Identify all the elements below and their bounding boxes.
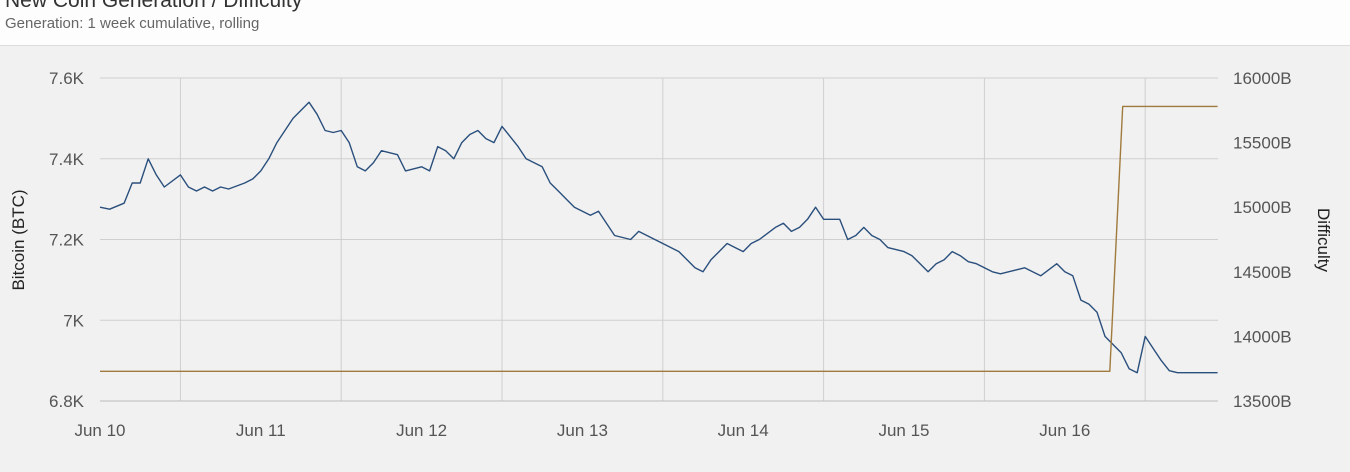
y-left-tick-label: 7K — [63, 311, 84, 330]
chart-header: New Coin Generation / Difficulty Generat… — [0, 0, 1350, 46]
x-tick-label: Jun 11 — [236, 421, 286, 440]
y-left-tick-label: 7.2K — [49, 231, 85, 250]
chart-title: New Coin Generation / Difficulty — [5, 0, 303, 12]
y-left-tick-label: 7.4K — [49, 150, 85, 169]
y-right-tick-label: 16000B — [1233, 69, 1292, 88]
y-right-axis-title: Difficulty — [1314, 208, 1333, 272]
y-right-tick-label: 13500B — [1233, 392, 1292, 411]
difficulty-series-line — [100, 105, 1218, 372]
x-tick-label: Jun 10 — [74, 421, 125, 440]
x-tick-label: Jun 13 — [557, 421, 608, 440]
generation-series-line — [99, 101, 1218, 374]
y-left-tick-label: 7.6K — [49, 69, 85, 88]
y-right-tick-label: 15000B — [1233, 198, 1292, 217]
x-tick-label: Jun 12 — [396, 421, 447, 440]
grid-lines — [100, 77, 1218, 402]
y-right-tick-label: 14000B — [1233, 327, 1292, 346]
y-right-tick-label: 15500B — [1233, 134, 1292, 153]
chart-subtitle: Generation: 1 week cumulative, rolling — [5, 15, 260, 32]
x-tick-label: Jun 14 — [718, 421, 769, 440]
x-tick-label: Jun 15 — [878, 421, 929, 440]
y-right-tick-label: 14500B — [1233, 263, 1292, 282]
series-lines — [99, 101, 1218, 374]
y-left-axis-title: Bitcoin (BTC) — [9, 189, 28, 290]
x-tick-label: Jun 16 — [1039, 421, 1090, 440]
y-left-tick-label: 6.8K — [49, 392, 85, 411]
axes: 6.8K 7K 7.2K 7.4K 7.6K 13500B 14000B 14500B 1500… — [49, 69, 1292, 440]
